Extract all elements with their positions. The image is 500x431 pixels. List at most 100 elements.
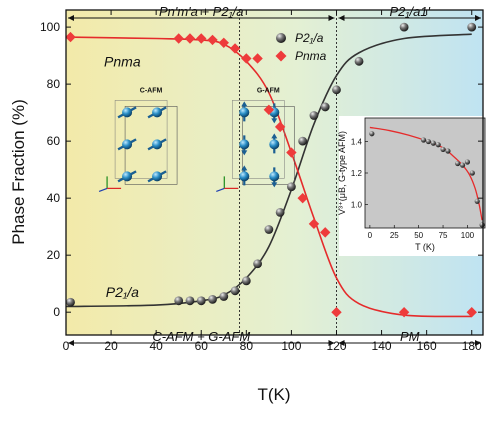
data-point	[66, 297, 75, 307]
data-point	[219, 292, 229, 301]
vanadium-atom	[239, 171, 250, 182]
data-point	[399, 22, 409, 32]
inset-data-point	[420, 137, 427, 143]
data-point	[252, 53, 263, 64]
data-point	[320, 227, 331, 238]
inset-x-tick-label: 25	[390, 231, 399, 240]
inset-data-point	[474, 198, 480, 204]
inset-data-point	[479, 222, 485, 228]
data-point	[331, 306, 342, 318]
x-tick-label: 140	[372, 339, 392, 353]
arrow-head	[68, 340, 74, 346]
data-point	[466, 306, 477, 318]
vanadium-atom	[122, 107, 133, 118]
vanadium-atom	[152, 139, 163, 150]
vanadium-atom	[269, 139, 280, 150]
data-point	[354, 56, 364, 66]
vanadium-atom	[152, 107, 163, 118]
inset-plot-area	[364, 117, 486, 229]
data-point	[229, 43, 241, 54]
unit-cell	[114, 100, 168, 179]
data-point	[173, 33, 184, 44]
x-tick-label: 20	[104, 339, 118, 353]
vanadium-atom	[122, 139, 133, 150]
data-point	[208, 294, 217, 304]
data-point	[332, 85, 341, 95]
axes: 0 20 40 60 80 100 120 140 160 180 0 20 40 60 80 100	[40, 10, 483, 353]
data-points	[65, 22, 477, 318]
data-point	[174, 296, 184, 306]
arrow-head	[328, 340, 335, 346]
arrow-head	[475, 15, 481, 21]
legend-marker	[275, 50, 287, 62]
region-label: C-AFM + G-AFM	[152, 329, 250, 344]
spin-arrowhead	[271, 118, 278, 124]
phase-label: P2₁/a	[106, 284, 139, 300]
vanadium-atom	[269, 171, 280, 182]
legend-marker	[276, 33, 286, 43]
arrow-head	[338, 15, 345, 21]
axis-c	[216, 187, 225, 192]
legend: P2₁/a Pnma	[275, 31, 327, 63]
inset-data-point	[440, 146, 446, 153]
inset-data-point	[459, 162, 466, 168]
x-tick-label: 120	[326, 339, 346, 353]
inset-x-tick-label: 75	[439, 231, 448, 240]
y-tick-label: 40	[47, 191, 61, 205]
data-point	[308, 218, 320, 230]
inset-y-axis-title: V³⁺(μB, G-type AFM)	[337, 131, 347, 215]
inset-data-point	[469, 170, 475, 176]
inset-data-point	[455, 160, 461, 167]
structure-title: C-AFM	[140, 87, 163, 94]
x-tick-label: 160	[417, 339, 437, 353]
data-point	[185, 296, 195, 306]
data-point	[241, 276, 251, 286]
inset-y-tick-label: 1.4	[351, 138, 363, 147]
x-tick-label: 80	[240, 339, 254, 353]
spin-arrowhead	[241, 165, 248, 171]
x-axis-title: T(K)	[257, 385, 290, 404]
data-point	[298, 136, 308, 146]
x-tick-label: 100	[281, 339, 301, 353]
legend-label: P2₁/a	[295, 31, 324, 45]
arrow-head	[68, 15, 74, 21]
inset-chart: 0 25 50 75 100 1.0 1.2 1.4 T (K) V³⁺(μB, G-type A…	[337, 116, 487, 256]
region-label: P2₁/a1'	[389, 4, 430, 19]
inset-fit-curve	[369, 126, 483, 221]
arrow-head	[328, 15, 335, 21]
data-point	[207, 34, 218, 46]
inset-x-tick-label: 0	[368, 231, 373, 240]
vanadium-atom	[152, 171, 163, 182]
data-point	[398, 306, 410, 318]
inset-x-tick-label: 100	[461, 231, 475, 240]
structure-title: G-AFM	[257, 87, 280, 94]
data-point	[274, 121, 286, 133]
data-point	[65, 31, 76, 43]
data-point	[275, 208, 285, 217]
phase-label: Pnma	[104, 53, 141, 69]
region-label: PM	[400, 329, 420, 344]
unit-cell	[232, 100, 285, 179]
data-point	[264, 225, 274, 234]
inset-data-point	[435, 142, 441, 148]
y-tick-label: 80	[47, 77, 61, 91]
plot-frame	[65, 9, 484, 336]
inset-data-point	[369, 131, 375, 137]
vanadium-atom	[122, 171, 133, 182]
x-tick-label: 180	[462, 339, 482, 353]
vanadium-atom	[239, 139, 250, 150]
inset-data-point	[425, 138, 432, 145]
data-point	[320, 102, 330, 112]
data-point	[196, 33, 207, 44]
data-point	[467, 22, 477, 32]
inset-data-point	[464, 159, 471, 165]
data-point	[253, 259, 262, 269]
spin-arrowhead	[271, 133, 278, 139]
inset-y-tick-label: 1.0	[351, 200, 363, 209]
data-point	[184, 33, 196, 44]
data-point	[241, 53, 252, 64]
data-point	[297, 192, 308, 204]
y-tick-label: 60	[47, 134, 61, 148]
